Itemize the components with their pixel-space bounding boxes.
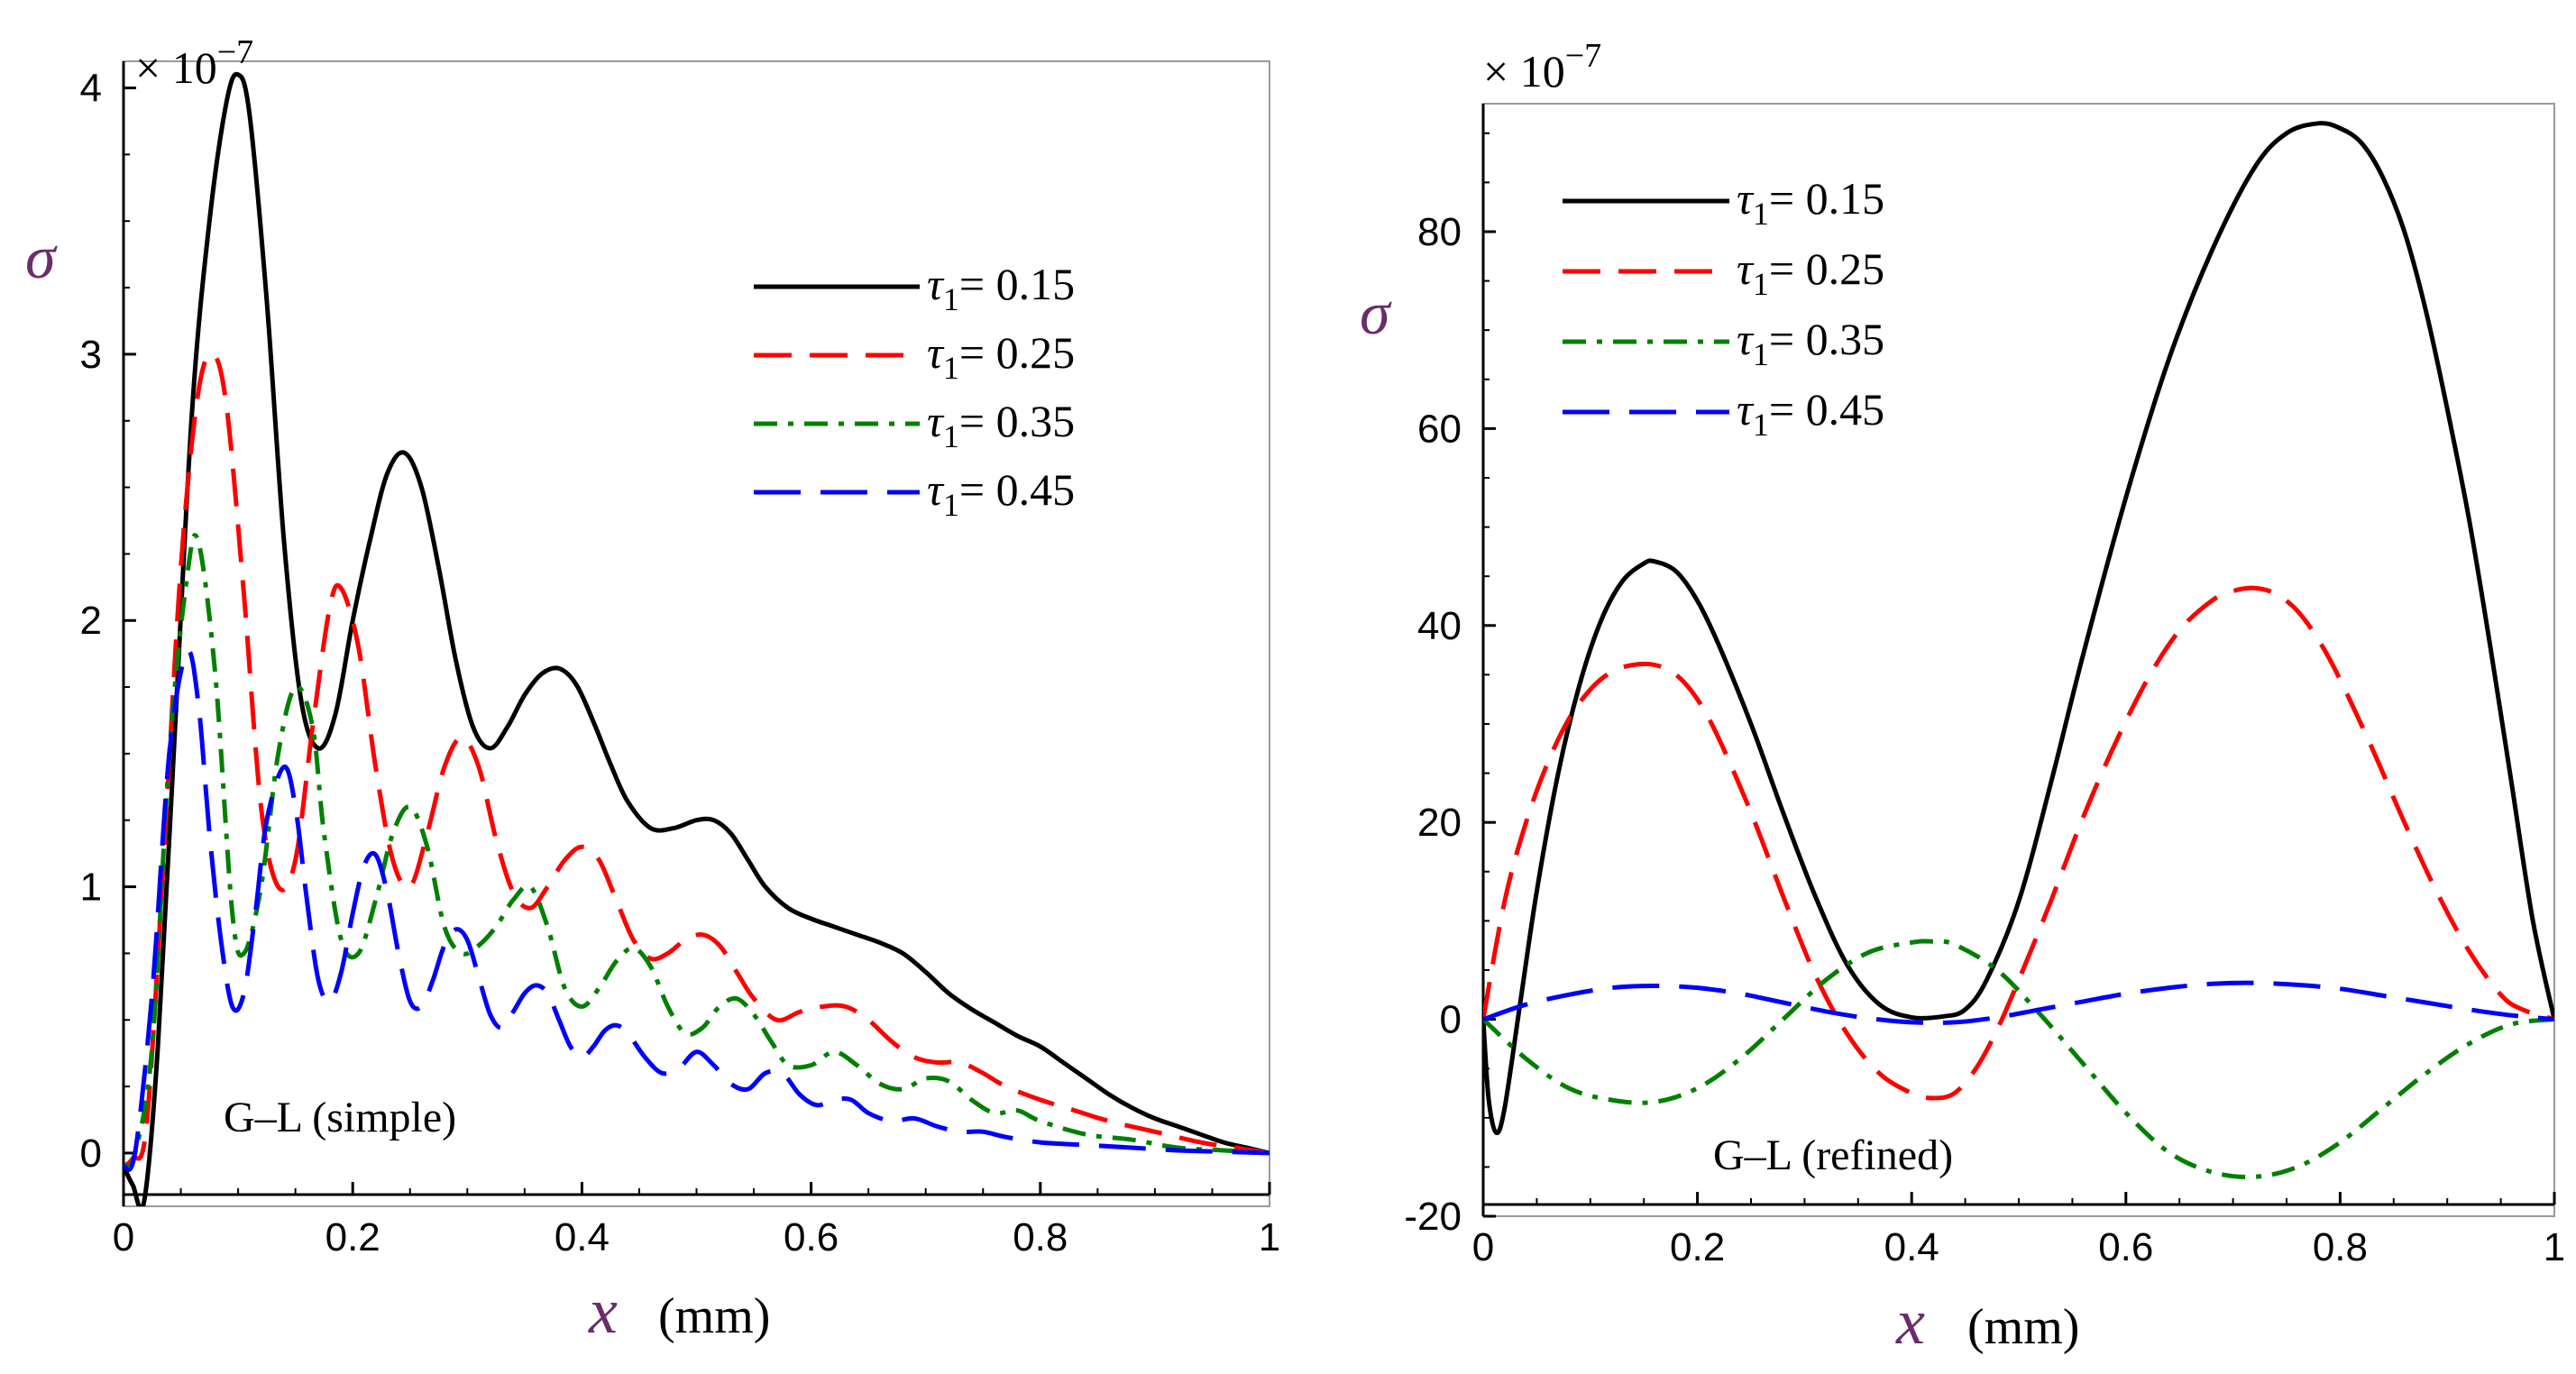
- x-tick-label: 0.4: [1884, 1225, 1939, 1269]
- series-line-2: [124, 352, 1270, 1168]
- plot-frame: [123, 60, 1270, 1207]
- y-tick-label: 4: [80, 67, 102, 111]
- x-tick-label: 0.2: [325, 1215, 380, 1260]
- x-tick-label: 0: [1472, 1225, 1494, 1269]
- y-tick-label: 40: [1417, 604, 1462, 648]
- x-axis-label-unit: (mm): [658, 1288, 770, 1344]
- series-line-2: [1483, 585, 2554, 1101]
- y-tick-label: 20: [1417, 801, 1462, 845]
- legend-label-2: τ1= 0.25: [927, 327, 1075, 386]
- scale-factor-label: × 10−7: [1483, 37, 1601, 96]
- legend-label-1: τ1= 0.15: [1737, 173, 1884, 232]
- series-line-1: [1483, 121, 2554, 1136]
- scale-factor-label: × 10−7: [135, 33, 253, 93]
- x-tick-label: 0.8: [1013, 1215, 1068, 1260]
- y-tick-label: 0: [80, 1131, 102, 1176]
- legend-label-4: τ1= 0.45: [927, 464, 1075, 523]
- legend-label-2: τ1= 0.25: [1737, 243, 1884, 302]
- x-tick-label: 1: [2544, 1225, 2565, 1269]
- x-tick-label: 0.2: [1670, 1225, 1725, 1269]
- series-line-4: [124, 648, 1270, 1172]
- x-tick-label: 0.6: [784, 1215, 839, 1260]
- legend-label-1: τ1= 0.15: [927, 259, 1075, 317]
- y-tick-label: 2: [80, 599, 102, 643]
- y-axis-label: σ: [1360, 279, 1392, 347]
- x-tick-label: 0: [113, 1215, 134, 1260]
- x-axis-label-unit: (mm): [1967, 1299, 2079, 1355]
- series-line-1: [124, 71, 1270, 1206]
- series-line-3: [1483, 939, 2554, 1180]
- y-tick-label: 80: [1417, 210, 1462, 254]
- legend-label-4: τ1= 0.45: [1737, 384, 1884, 443]
- legend-label-3: τ1= 0.35: [927, 396, 1075, 454]
- x-axis-label-symbol: x: [1895, 1286, 1925, 1358]
- y-tick-label: -20: [1404, 1195, 1462, 1239]
- x-tick-label: 1: [1259, 1215, 1280, 1260]
- legend-label-3: τ1= 0.35: [1737, 314, 1884, 372]
- y-tick-label: 60: [1417, 407, 1462, 451]
- x-tick-label: 0.4: [555, 1215, 610, 1260]
- y-tick-label: 1: [80, 866, 102, 910]
- method-annotation: G–L (refined): [1713, 1131, 1953, 1179]
- left-chart-simple: 0 0.2 0.4 0.6 0.8 1 0 1 2 3 4 × 10−7 σ x (mm) G–L (simp…: [25, 33, 1280, 1347]
- x-tick-label: 0.8: [2313, 1225, 2368, 1269]
- x-tick-label: 0.6: [2098, 1225, 2153, 1269]
- series-line-4: [1483, 980, 2554, 1025]
- y-tick-label: 3: [80, 333, 102, 377]
- x-axis-label-symbol: x: [588, 1275, 618, 1347]
- y-axis-label: σ: [25, 223, 58, 291]
- y-tick-label: 0: [1440, 998, 1462, 1042]
- method-annotation: G–L (simple): [224, 1094, 456, 1141]
